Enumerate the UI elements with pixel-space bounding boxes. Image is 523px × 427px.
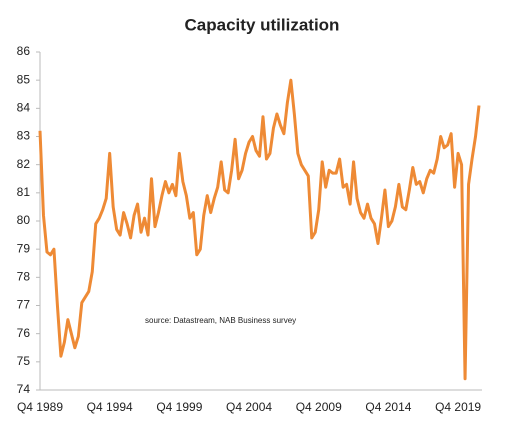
x-tick-label: Q4 2014 bbox=[365, 400, 411, 414]
y-tick-label: 83 bbox=[17, 129, 31, 143]
y-tick-label: 82 bbox=[17, 157, 31, 171]
y-tick-label: 77 bbox=[17, 298, 31, 312]
y-tick-label: 84 bbox=[17, 101, 31, 115]
y-tick-label: 86 bbox=[17, 44, 31, 58]
data-line bbox=[38, 78, 481, 381]
y-tick-label: 78 bbox=[17, 270, 31, 284]
y-tick-label: 80 bbox=[17, 213, 31, 227]
y-tick-label: 74 bbox=[17, 382, 31, 396]
x-tick-label: Q4 2019 bbox=[435, 400, 481, 414]
y-tick-label: 79 bbox=[17, 241, 31, 255]
y-tick-label: 76 bbox=[17, 326, 31, 340]
y-tick-label: 85 bbox=[17, 72, 31, 86]
y-tick-label: 75 bbox=[17, 354, 31, 368]
x-tick-label: Q4 1989 bbox=[17, 400, 63, 414]
x-tick-label: Q4 2004 bbox=[226, 400, 272, 414]
x-tick-label: Q4 2009 bbox=[296, 400, 342, 414]
x-tick-label: Q4 1999 bbox=[156, 400, 202, 414]
y-tick-label: 81 bbox=[17, 185, 31, 199]
x-tick-label: Q4 1994 bbox=[87, 400, 133, 414]
chart-title: Capacity utilization bbox=[185, 15, 340, 34]
source-note: source: Datastream, NAB Business survey bbox=[145, 316, 296, 325]
